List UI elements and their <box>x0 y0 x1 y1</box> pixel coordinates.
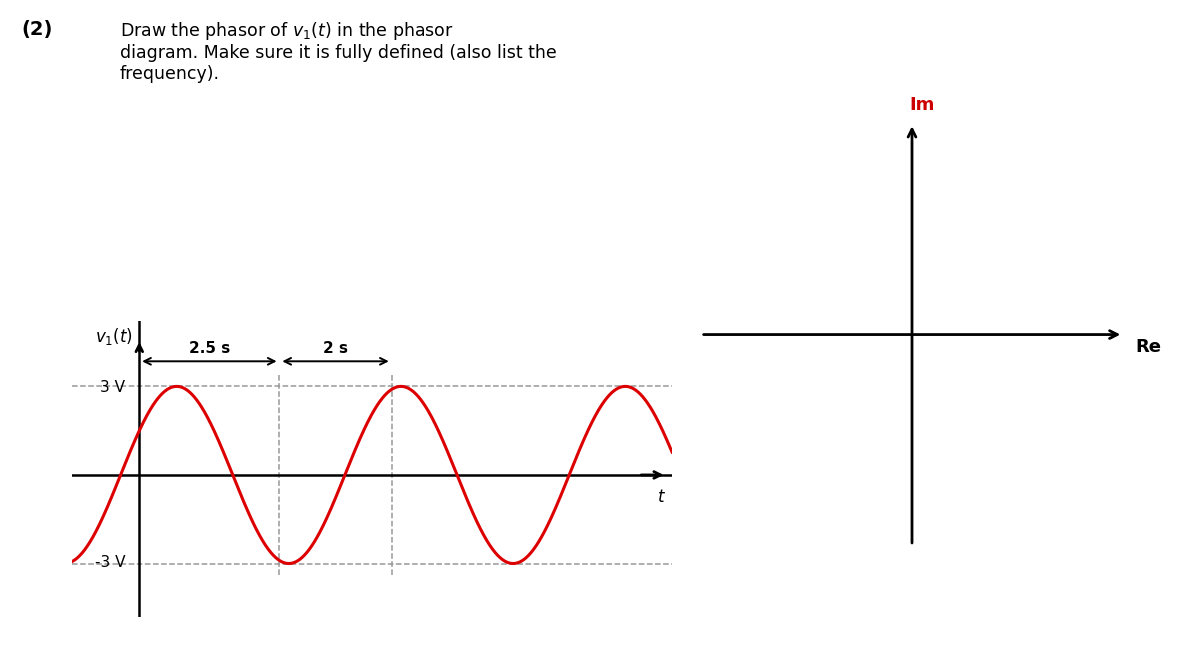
Text: 2 s: 2 s <box>323 341 348 356</box>
Text: t: t <box>658 488 664 506</box>
Text: (2): (2) <box>22 20 53 39</box>
Text: Im: Im <box>908 96 935 113</box>
Text: $v_1(t)$: $v_1(t)$ <box>95 325 132 346</box>
Text: 2.5 s: 2.5 s <box>188 341 230 356</box>
Text: Re: Re <box>1135 338 1162 356</box>
Text: -3 V: -3 V <box>95 554 125 569</box>
Text: 3 V: 3 V <box>101 380 125 396</box>
Text: Draw the phasor of $v_1(t)$ in the phasor
diagram. Make sure it is fully defined: Draw the phasor of $v_1(t)$ in the phaso… <box>120 20 557 83</box>
